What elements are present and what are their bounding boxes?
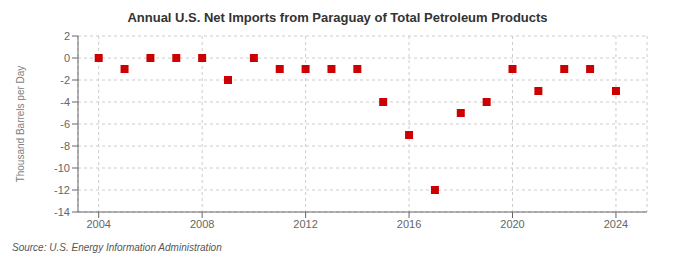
svg-text:Thousand Barrels per Day: Thousand Barrels per Day: [15, 66, 26, 183]
svg-text:-12: -12: [54, 184, 70, 196]
svg-text:-6: -6: [60, 118, 70, 130]
svg-text:-14: -14: [54, 206, 70, 218]
svg-text:-10: -10: [54, 162, 70, 174]
svg-text:2: 2: [64, 30, 70, 42]
svg-text:-8: -8: [60, 140, 70, 152]
svg-text:2012: 2012: [293, 218, 317, 230]
svg-text:2004: 2004: [86, 218, 110, 230]
svg-text:-2: -2: [60, 74, 70, 86]
svg-text:2016: 2016: [397, 218, 421, 230]
svg-text:2020: 2020: [500, 218, 524, 230]
svg-text:-4: -4: [60, 96, 70, 108]
svg-text:0: 0: [64, 52, 70, 64]
svg-text:2024: 2024: [604, 218, 628, 230]
svg-text:2008: 2008: [190, 218, 214, 230]
html-text:Source: U.S. Energy Informatio: Source: U.S. Energy Information Administ…: [12, 242, 222, 253]
html-text:Annual U.S. Net Imports from P: Annual U.S. Net Imports from Paraguay of…: [127, 10, 548, 25]
